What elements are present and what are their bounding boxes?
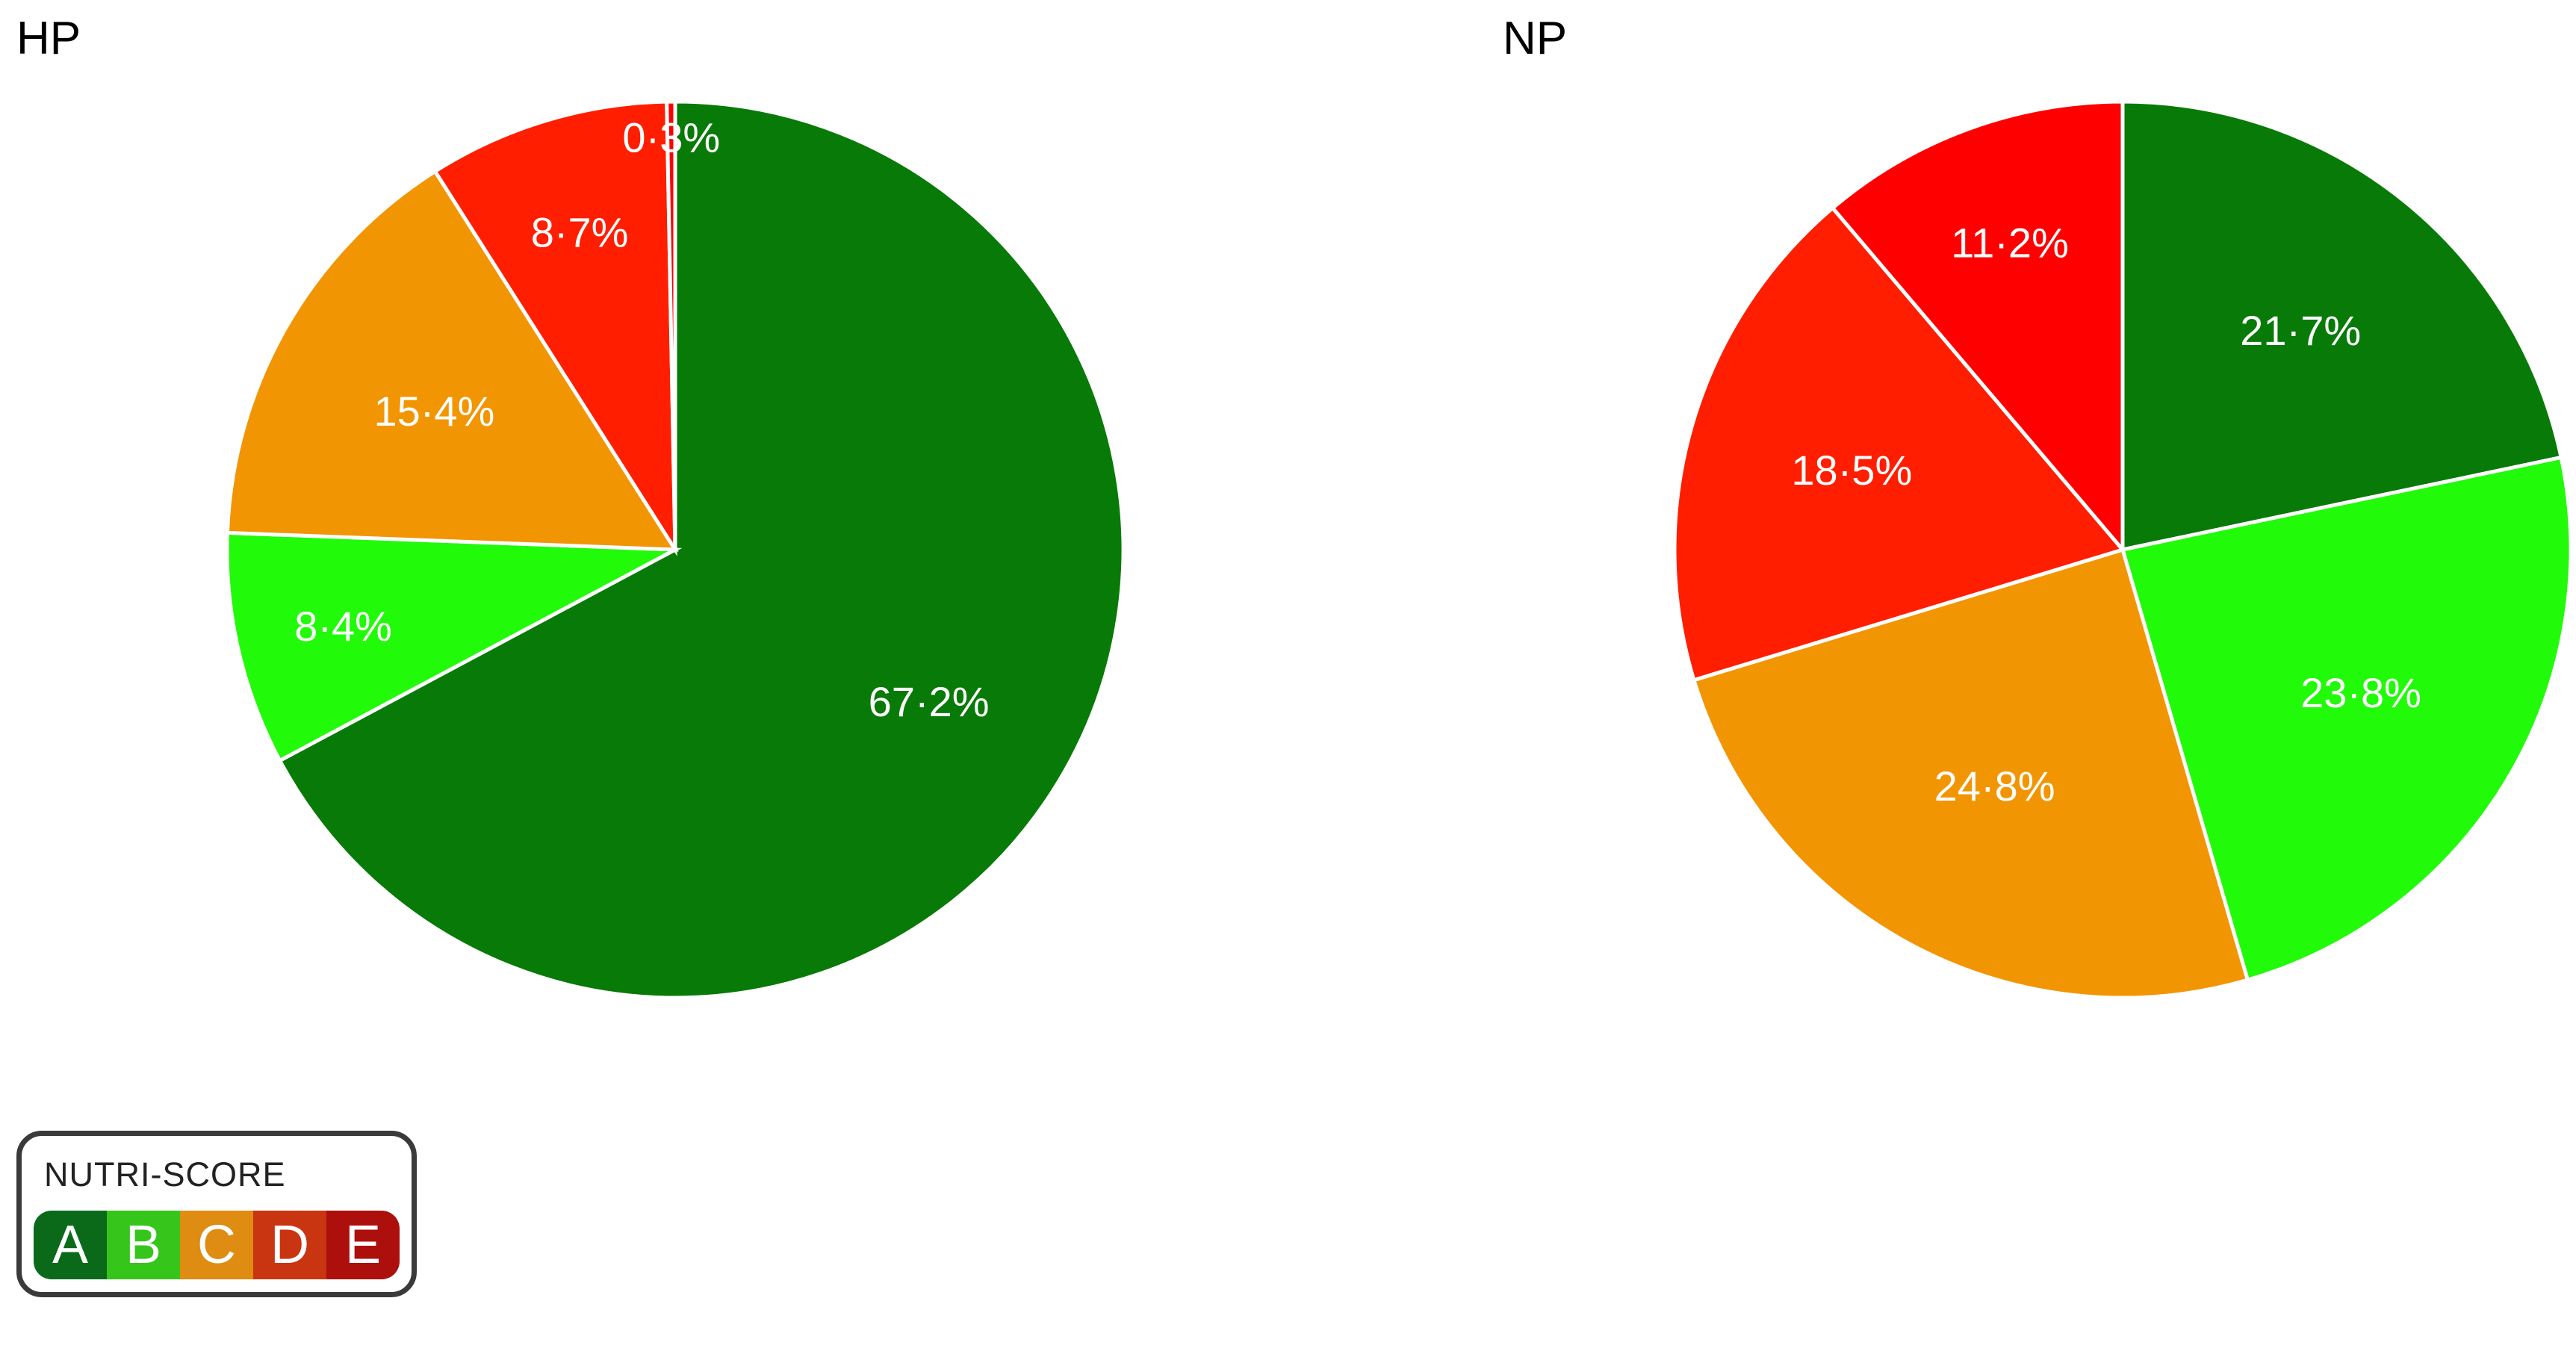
label-hp-a: 67·2% (869, 678, 990, 725)
nutri-score-legend: NUTRI-SCORE A B C D E (16, 1131, 417, 1297)
slice-hp-c (225, 168, 679, 552)
slice-hp-d (432, 99, 677, 556)
grade-b: B (107, 1211, 180, 1279)
grade-a: A (34, 1211, 107, 1279)
slice-np-d (1672, 205, 2126, 683)
grade-c: C (180, 1211, 253, 1279)
hp-chart-title: HP (16, 13, 81, 64)
grade-strip: A B C D E (34, 1211, 400, 1279)
slice-hp-a (277, 99, 1126, 1000)
label-np-e: 11·2% (1951, 219, 2069, 266)
np-chart-title: NP (1503, 13, 1567, 64)
grade-e: E (326, 1211, 400, 1279)
slice-np-e (1830, 99, 2125, 555)
slice-np-c (1691, 547, 2250, 1000)
label-np-a: 21·7% (2240, 307, 2361, 354)
slice-np-b (2120, 455, 2573, 983)
label-hp-b: 8·4% (294, 603, 392, 650)
legend-title: NUTRI-SCORE (44, 1155, 286, 1193)
label-np-c: 24·8% (1934, 763, 2055, 810)
label-np-d: 18·5% (1791, 447, 1912, 494)
label-hp-d: 8·7% (531, 208, 629, 255)
slice-np-a (2120, 99, 2564, 553)
label-hp-e: 0·3% (622, 114, 720, 161)
label-hp-c: 15·4% (373, 388, 494, 435)
label-np-b: 23·8% (2300, 669, 2421, 716)
slice-hp-b (225, 530, 683, 763)
grade-d: D (253, 1211, 326, 1279)
np-pie-chart: 21·7% 23·8% 24·8% 18·5% 11·2% (1672, 99, 2573, 1000)
slice-hp-e (665, 99, 677, 550)
hp-pie-chart: 67·2% 8·4% 15·4% 8·7% 0·3% (225, 99, 1126, 1000)
